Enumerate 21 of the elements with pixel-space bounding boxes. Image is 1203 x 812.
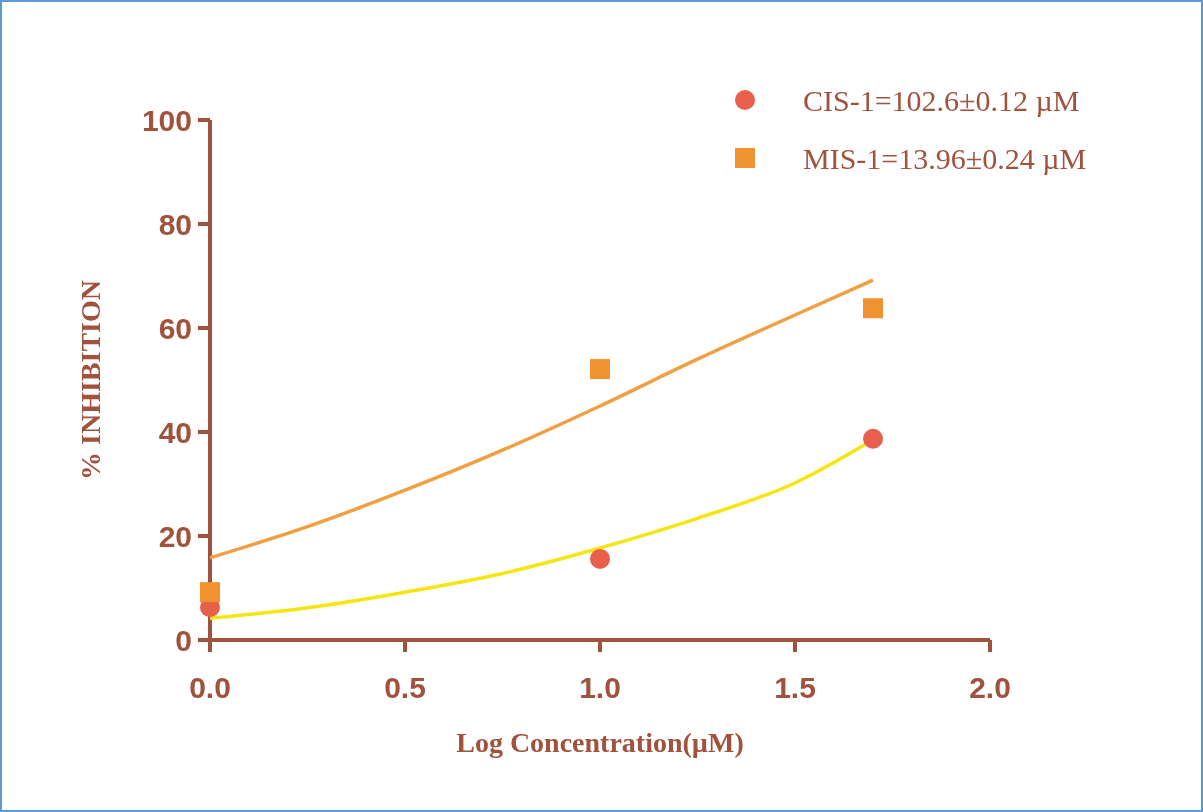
legend-label: MIS-1=13.96±0.24 µM [803, 141, 1087, 175]
point [590, 548, 610, 569]
x-tick-label: 1.5 [774, 671, 816, 704]
point [590, 359, 610, 380]
x-tick-label: 0.0 [189, 671, 231, 704]
point [863, 428, 883, 449]
y-tick-label: 80 [158, 207, 192, 241]
legend-label: CIS-1=102.6±0.12 µM [803, 83, 1080, 117]
x-tick-label: 1.0 [579, 671, 621, 704]
x-tick-label: 0.5 [384, 671, 426, 704]
y-tick-label: 0 [175, 623, 192, 657]
y-tick-label: 60 [158, 311, 192, 345]
x-tick-label: 2.0 [969, 671, 1011, 704]
point [200, 582, 220, 603]
y-tick-label: 40 [158, 415, 192, 449]
line-series [208, 278, 875, 560]
point [863, 298, 883, 319]
y-tick-label: 20 [158, 519, 192, 553]
y-tick-label: 100 [141, 103, 192, 137]
y-axis-title: % INHIBITION [75, 280, 106, 480]
x-axis-title: Log Concentration(µM) [456, 727, 744, 758]
